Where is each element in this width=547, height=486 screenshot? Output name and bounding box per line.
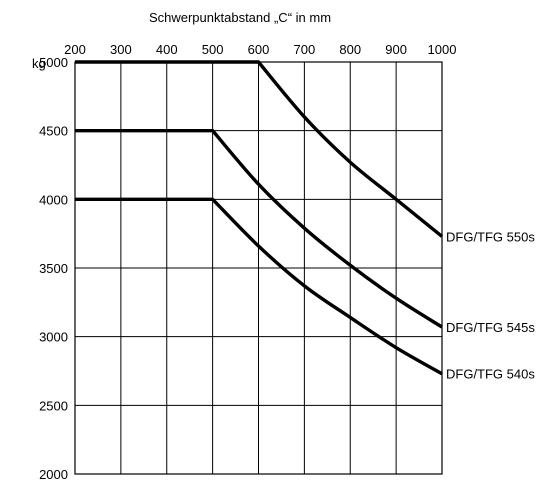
x-tick-label: 200 <box>64 42 86 57</box>
y-tick-label: 5000 <box>39 55 68 70</box>
series-line-2 <box>75 128 443 329</box>
x-tick-label: 900 <box>385 42 407 57</box>
series-label-2: DFG/TFG 545s <box>446 320 535 335</box>
x-tick-label: 500 <box>202 42 224 57</box>
y-tick-label: 2500 <box>39 398 68 413</box>
y-tick-label: 3500 <box>39 261 68 276</box>
y-tick-label: 2000 <box>39 467 68 482</box>
series-label-3: DFG/TFG 540s <box>446 367 535 382</box>
x-tick-label: 400 <box>156 42 178 57</box>
x-tick-label: 1000 <box>428 42 457 57</box>
series-line-3 <box>75 197 443 376</box>
series-lines <box>75 60 444 376</box>
x-tick-label: 800 <box>339 42 361 57</box>
series-labels: DFG/TFG 550s DFG/TFG 545s DFG/TFG 540s <box>446 229 535 381</box>
grid <box>74 61 443 475</box>
y-tick-label: 4000 <box>39 192 68 207</box>
x-tick-label: 600 <box>248 42 270 57</box>
x-axis-ticks: 200 300 400 500 600 700 800 900 1000 <box>64 42 456 57</box>
chart-title: Schwerpunktabstand „C“ in mm <box>149 10 331 25</box>
y-tick-label: 4500 <box>39 124 68 139</box>
x-tick-label: 300 <box>110 42 132 57</box>
x-tick-label: 700 <box>294 42 316 57</box>
y-tick-label: 3000 <box>39 330 68 345</box>
y-axis-ticks: 5000 4500 4000 3500 3000 2500 2000 <box>39 55 68 482</box>
y-axis-unit: kg <box>32 56 46 71</box>
series-label-1: DFG/TFG 550s <box>446 229 535 244</box>
series-line-1 <box>75 60 444 238</box>
